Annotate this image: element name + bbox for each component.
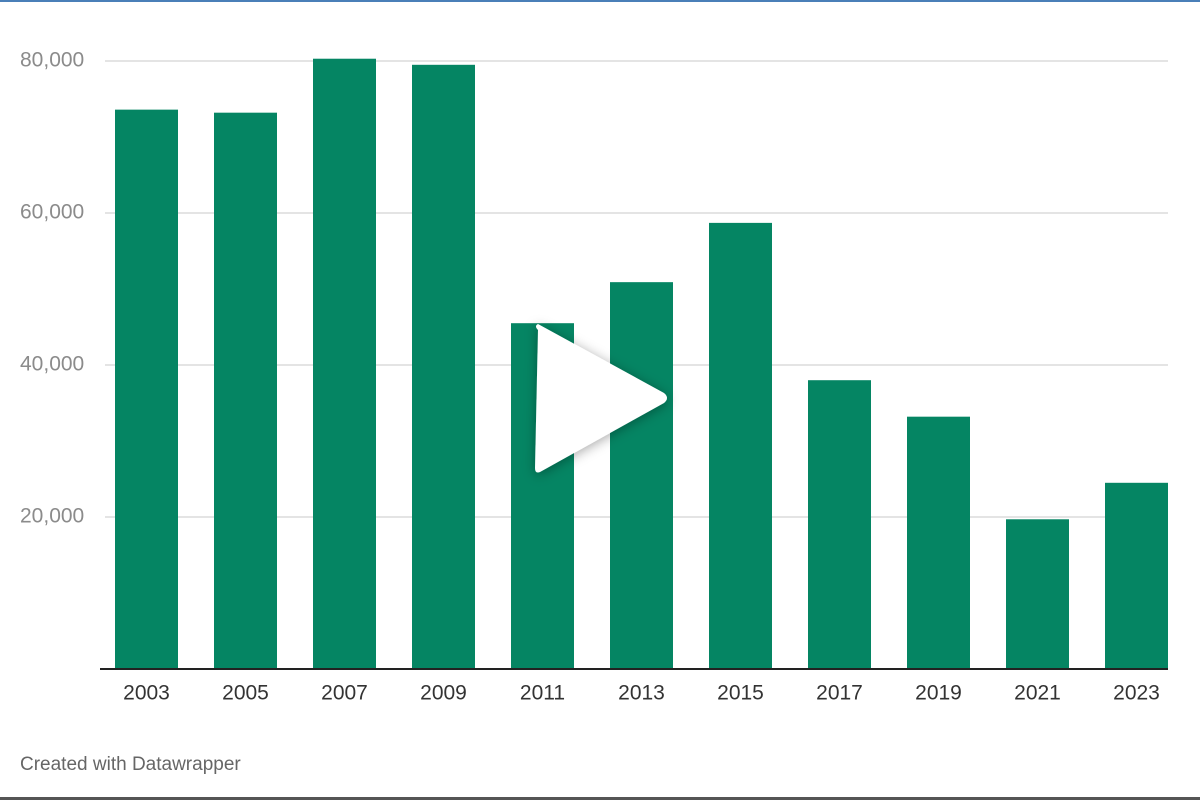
x-tick-label: 2005 [222, 682, 269, 705]
x-tick-label: 2019 [915, 682, 962, 705]
top-border [0, 0, 1200, 2]
y-tick-label: 60,000 [20, 201, 84, 224]
play-icon[interactable] [535, 324, 667, 473]
bar [808, 380, 871, 669]
y-tick-label: 20,000 [20, 505, 84, 528]
footer: Created with Datawrapper [20, 754, 241, 775]
bar [610, 282, 673, 669]
x-tick-label: 2011 [520, 682, 565, 705]
bar [907, 416, 970, 669]
x-tick-label: 2007 [321, 682, 368, 705]
bar [1105, 482, 1168, 669]
bar [115, 109, 178, 669]
bar [412, 64, 475, 670]
bars: 2003 2005 2007 2009 2011 2013 2015 2017 2019 2021… [115, 58, 1168, 705]
y-tick-label: 80,000 [20, 49, 84, 72]
play-button[interactable] [535, 324, 667, 473]
x-tick-label: 2015 [717, 682, 764, 705]
x-tick-label: 2023 [1113, 682, 1160, 705]
x-tick-label: 2003 [123, 682, 170, 705]
grid: 20,000 40,000 60,000 80,000 [20, 49, 1168, 528]
bottom-border [0, 797, 1200, 800]
x-tick-label: 2017 [816, 682, 863, 705]
x-tick-label: 2021 [1014, 682, 1061, 705]
y-tick-label: 40,000 [20, 353, 84, 376]
x-tick-label: 2009 [420, 682, 467, 705]
bar [214, 112, 277, 670]
x-tick-label: 2013 [618, 682, 665, 705]
bar [709, 222, 772, 669]
bar [313, 58, 376, 670]
bar [1006, 519, 1069, 669]
